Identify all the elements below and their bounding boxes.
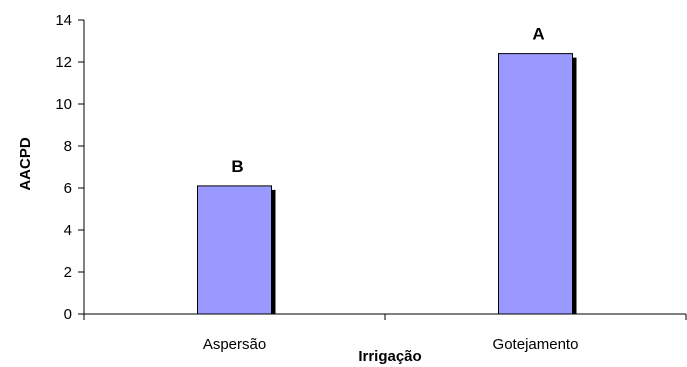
x-tick-label: Aspersão <box>203 336 266 353</box>
data-label: B <box>231 157 243 176</box>
y-tick-label: 12 <box>55 54 72 71</box>
x-axis: Aspersão Gotejamento <box>83 313 687 353</box>
data-labels: BA <box>231 25 544 176</box>
y-axis-label: AACPD <box>17 137 34 191</box>
y-axis: 0 2 4 6 8 10 12 14 <box>55 12 85 323</box>
bars <box>197 53 577 315</box>
y-tick-label: 4 <box>64 222 72 239</box>
y-tick-label: 10 <box>55 96 72 113</box>
y-tick-label: 2 <box>64 264 72 281</box>
x-axis-label: Irrigação <box>358 348 421 365</box>
y-tick-label: 8 <box>64 138 72 155</box>
x-tick-label: Gotejamento <box>493 336 579 353</box>
y-tick-label: 14 <box>55 12 72 29</box>
y-tick-label: 6 <box>64 180 72 197</box>
data-label: A <box>532 25 544 44</box>
y-tick-label: 0 <box>64 306 72 323</box>
bar-aspers-o <box>197 185 272 315</box>
bar-gotejamento <box>498 53 573 315</box>
